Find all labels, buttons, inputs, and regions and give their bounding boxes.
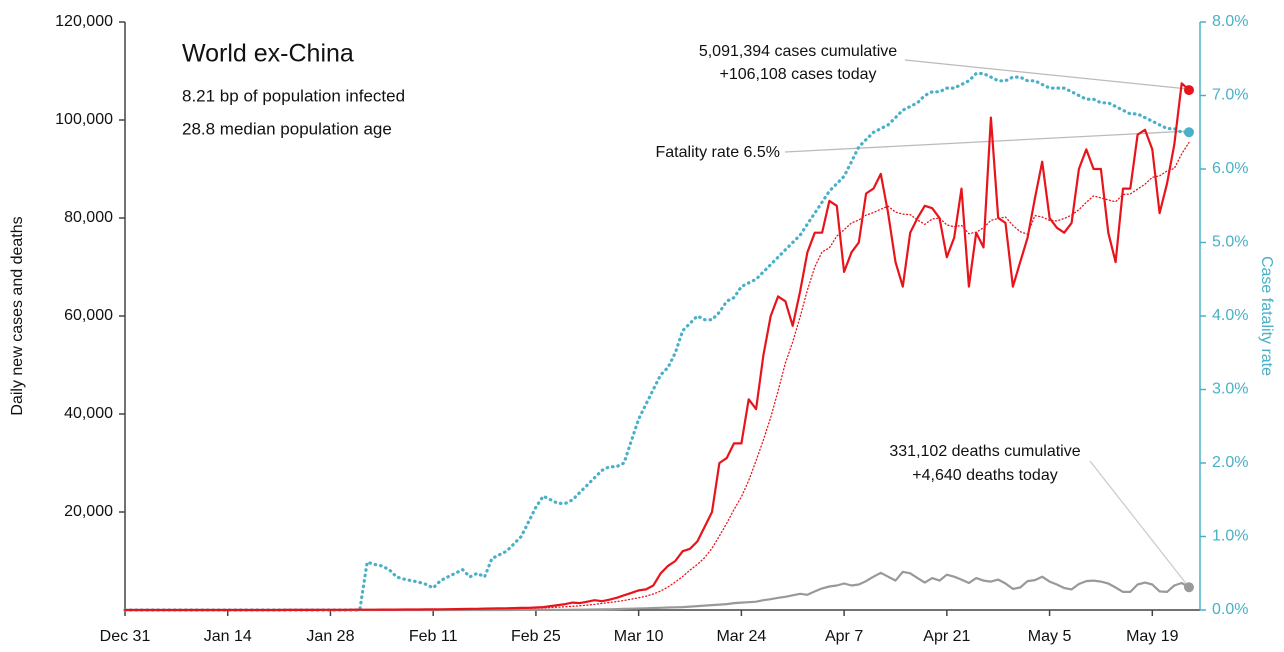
annotation: Fatality rate 6.5% (656, 144, 781, 161)
x-tick-label: Feb 25 (511, 628, 561, 645)
callout-line (784, 130, 1191, 153)
end-dot (1183, 85, 1194, 96)
x-tick-label: May 5 (1028, 628, 1072, 645)
annotation: +106,108 cases today (719, 66, 876, 83)
y2-axis-label: Case fatality rate (1258, 256, 1275, 376)
y2-tick-label: 8.0% (1212, 13, 1248, 30)
x-tick-label: Jan 28 (306, 628, 354, 645)
y2-tick-label: 3.0% (1212, 381, 1248, 398)
subtitle: 28.8 median population age (182, 119, 392, 138)
end-dot (1183, 582, 1194, 593)
annotation: 331,102 deaths cumulative (889, 443, 1080, 460)
x-tick-label: Apr 21 (923, 628, 970, 645)
x-tick-label: May 19 (1126, 628, 1179, 645)
y2-tick-label: 2.0% (1212, 454, 1248, 471)
end-dot (1183, 127, 1194, 138)
y-tick-label: 100,000 (55, 111, 113, 128)
chart-title: World ex-China (182, 40, 354, 68)
y-tick-label: 40,000 (64, 405, 113, 422)
y2-tick-label: 7.0% (1212, 87, 1248, 104)
x-tick-label: Dec 31 (100, 628, 151, 645)
callout-line (904, 59, 1189, 90)
series-line (124, 141, 1190, 611)
y2-tick-label: 0.0% (1212, 601, 1248, 618)
annotation: 5,091,394 cases cumulative (699, 43, 897, 60)
x-tick-label: Jan 14 (204, 628, 252, 645)
callout-line (1089, 460, 1189, 587)
series-line (123, 82, 1191, 612)
x-tick-label: Mar 10 (614, 628, 664, 645)
x-tick-label: Apr 7 (825, 628, 863, 645)
y2-tick-label: 4.0% (1212, 307, 1248, 324)
y-tick-label: 60,000 (64, 307, 113, 324)
y2-tick-label: 6.0% (1212, 160, 1248, 177)
subtitle: 8.21 bp of population infected (182, 86, 405, 105)
y-tick-label: 120,000 (55, 13, 113, 30)
y-tick-label: 80,000 (64, 209, 113, 226)
y2-tick-label: 1.0% (1212, 528, 1248, 545)
x-tick-label: Feb 11 (409, 628, 458, 645)
y-axis-label: Daily new cases and deaths (9, 216, 26, 415)
x-tick-label: Mar 24 (716, 628, 766, 645)
y-tick-label: 20,000 (64, 503, 113, 520)
annotation: +4,640 deaths today (912, 467, 1057, 484)
y2-tick-label: 5.0% (1212, 234, 1248, 251)
